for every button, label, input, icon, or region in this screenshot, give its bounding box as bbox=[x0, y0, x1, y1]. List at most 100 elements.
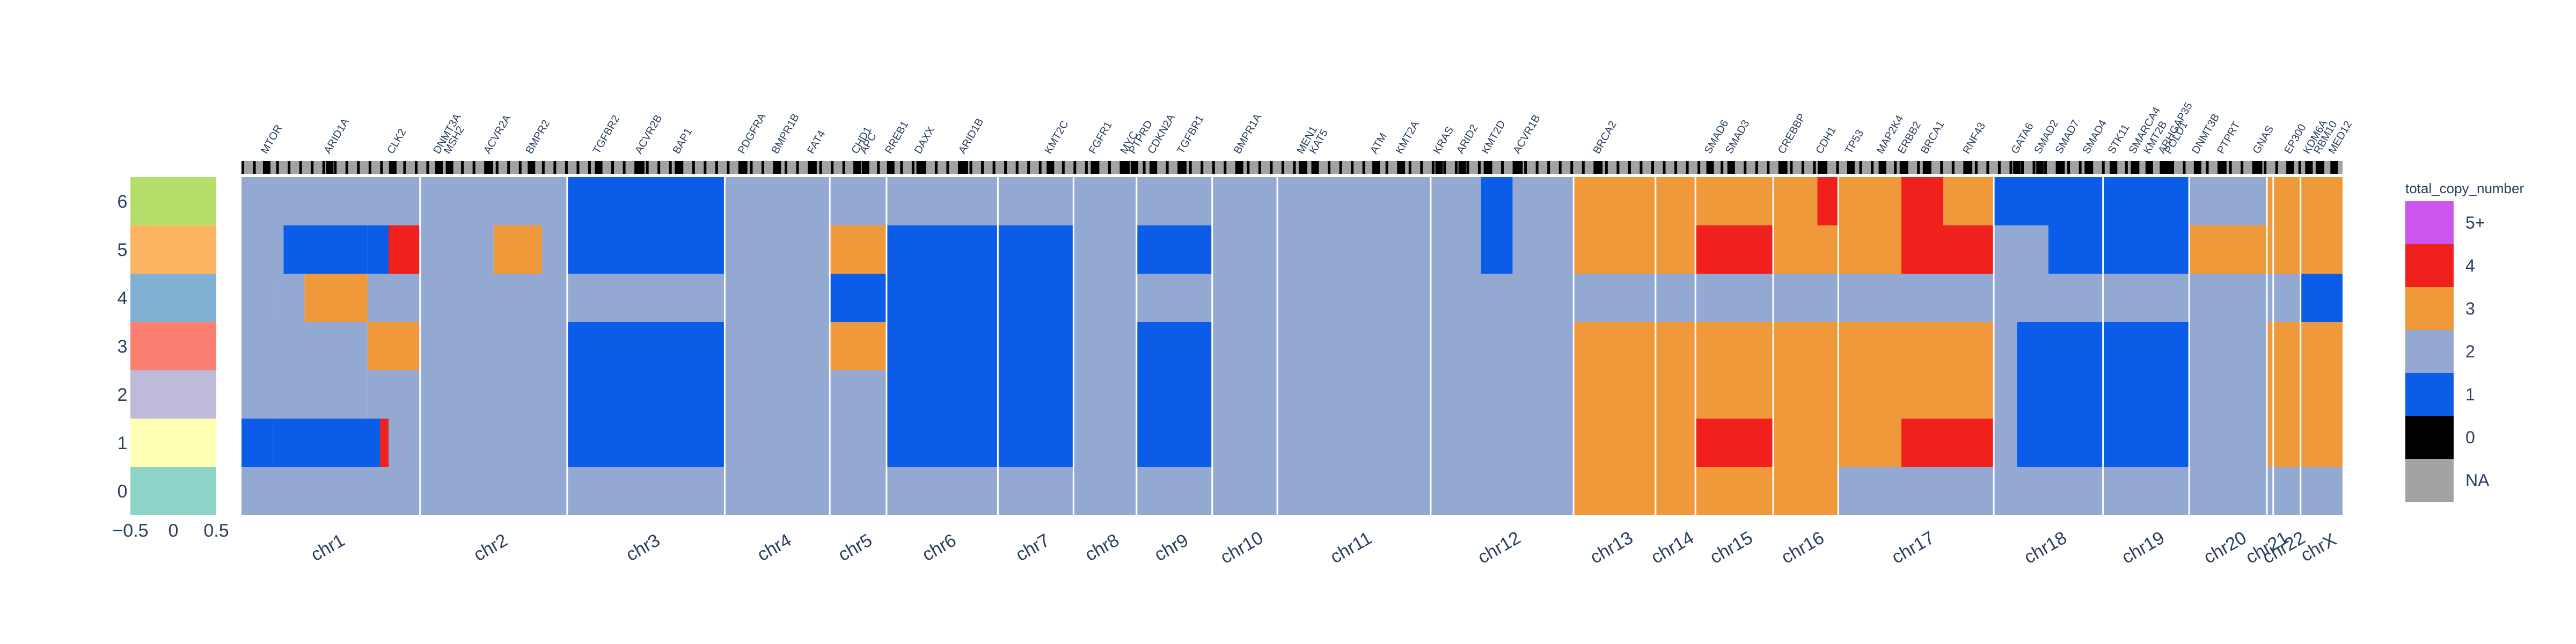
heatmap-cell-row1-5 bbox=[567, 419, 725, 467]
heatmap-cell-row4-12 bbox=[1212, 274, 1278, 322]
heatmap-cell-row6-3 bbox=[1430, 177, 1481, 225]
gene-strip-mark-cdh1 bbox=[1818, 161, 1826, 174]
heatmap-cell-row1-9 bbox=[998, 419, 1074, 467]
gene-strip-hatch bbox=[2148, 161, 2151, 174]
gene-strip-mark-pdgfra bbox=[740, 161, 748, 174]
heatmap-cell-row6-6 bbox=[1574, 177, 1773, 225]
gene-strip-hatch bbox=[1443, 161, 1446, 174]
gene-strip-hatch bbox=[1997, 161, 2001, 174]
heatmap-cell-row2-12 bbox=[1430, 370, 1574, 419]
chromosome-label-chr5: chr5 bbox=[835, 530, 875, 565]
gene-strip-hatch bbox=[2218, 161, 2221, 174]
heatmap-cell-row3-4 bbox=[724, 322, 830, 370]
cluster-swatch-2 bbox=[130, 370, 216, 419]
gene-strip-hatch bbox=[1767, 161, 1770, 174]
gene-strip-hatch bbox=[265, 161, 268, 174]
gene-strip-hatch bbox=[588, 161, 591, 174]
heatmap-cell-row3-10 bbox=[1212, 322, 1278, 370]
chromosome-dividers bbox=[419, 177, 2302, 515]
gene-strip-hatch bbox=[680, 161, 684, 174]
heatmap-cell-row1-20 bbox=[1994, 419, 2017, 467]
gene-strip-hatch bbox=[1986, 161, 1989, 174]
heatmap-cell-row3-19 bbox=[2017, 322, 2103, 370]
heatmap-cell-row5-18 bbox=[1512, 225, 1574, 274]
gene-strip-hatch bbox=[1131, 161, 1135, 174]
gene-strip-hatch bbox=[1212, 161, 1215, 174]
gene-strip-hatch bbox=[507, 161, 510, 174]
row-tick-label-5: 5 bbox=[118, 240, 128, 260]
gene-strip-hatch bbox=[1905, 161, 1908, 174]
heatmap-cell-row2-1 bbox=[367, 370, 420, 419]
gene-label-mtor: MTOR bbox=[259, 123, 284, 156]
heatmap-cell-row2-6 bbox=[886, 370, 998, 419]
heatmap-cell-row1-4 bbox=[420, 419, 567, 467]
gene-strip-mark-crebbp bbox=[1780, 161, 1788, 174]
gene-strip-hatch bbox=[1385, 161, 1388, 174]
gene-strip-mark-arid1a bbox=[326, 161, 334, 174]
heatmap-cell-row4-0 bbox=[241, 274, 273, 322]
gene-strip-hatch bbox=[1605, 161, 1608, 174]
gene-strip-mark-kmt2d bbox=[1483, 161, 1491, 174]
heatmap-cell-row4-16 bbox=[1695, 274, 1774, 322]
gene-strip-hatch bbox=[311, 161, 314, 174]
gene-label-gnas: GNAS bbox=[2251, 123, 2276, 156]
heatmap-cell-row5-9 bbox=[830, 225, 887, 274]
gene-strip-mark-daxx bbox=[916, 161, 924, 174]
gene-strip-hatch bbox=[1466, 161, 1469, 174]
heatmap-cell-row4-2 bbox=[304, 274, 368, 322]
gene-strip-hatch bbox=[576, 161, 580, 174]
gene-strip-hatch bbox=[1836, 161, 1839, 174]
gene-strip-hatch bbox=[1351, 161, 1354, 174]
gene-label-daxx: DAXX bbox=[912, 125, 937, 156]
gene-strip-hatch bbox=[2310, 161, 2313, 174]
gene-strip-mark-brca2 bbox=[1595, 161, 1603, 174]
gene-position-strip bbox=[241, 161, 2343, 174]
gene-label-fgfr1: FGFR1 bbox=[1087, 120, 1115, 156]
gene-strip-mark-bap1 bbox=[675, 161, 683, 174]
legend-swatch-4 bbox=[2405, 244, 2454, 287]
heatmap-cell-row3-17 bbox=[1901, 322, 1994, 370]
heatmap-cell-row5-22 bbox=[1838, 225, 1901, 274]
chromosome-label-chr14: chr14 bbox=[1648, 528, 1697, 568]
heatmap-cell-row0-5 bbox=[1994, 467, 2343, 515]
heatmap-cell-row1-0 bbox=[241, 419, 273, 467]
heatmap-cell-row1-17 bbox=[1773, 419, 1839, 467]
gene-strip-hatch bbox=[2055, 161, 2059, 174]
heatmap-cell-row5-12 bbox=[1073, 225, 1137, 274]
gene-strip-mark-men1 bbox=[1299, 161, 1307, 174]
heatmap-cell-row2-17 bbox=[1901, 370, 1994, 419]
gene-strip-hatch bbox=[1755, 161, 1758, 174]
gene-strip-hatch bbox=[322, 161, 325, 174]
row-tick-labels: 6 5 4 3 2 1 0 bbox=[118, 192, 128, 502]
gene-strip-hatch bbox=[1871, 161, 1874, 174]
heatmap-cell-row1-21 bbox=[2017, 419, 2103, 467]
gene-label-arid2: ARID2 bbox=[1454, 122, 1481, 156]
gene-strip-mark-erbb2 bbox=[1899, 161, 1907, 174]
cluster-swatch-0 bbox=[130, 467, 216, 515]
gene-strip-hatch bbox=[1582, 161, 1585, 174]
heatmap-cell-row3-11 bbox=[1277, 322, 1431, 370]
gene-label-bmpr2: BMPR2 bbox=[524, 118, 553, 156]
gene-strip-hatch bbox=[2113, 161, 2117, 174]
heatmap-cell-row2-0 bbox=[241, 370, 368, 419]
cluster-swatch-6 bbox=[130, 177, 216, 225]
heatmap-cell-row6-0 bbox=[241, 177, 567, 225]
gene-strip-hatch bbox=[1096, 161, 1100, 174]
heatmap-cell-row5-14 bbox=[1212, 225, 1278, 274]
gene-strip-hatch bbox=[958, 161, 961, 174]
heatmap-cell-row1-15 bbox=[1574, 419, 1696, 467]
heatmap-cell-row5-10 bbox=[886, 225, 998, 274]
gene-strip-hatch bbox=[1709, 161, 1712, 174]
legend-label-2: 2 bbox=[2465, 342, 2475, 361]
gene-label-acvr2a: ACVR2A bbox=[481, 113, 513, 156]
heatmap-cell-row4-10 bbox=[1073, 274, 1137, 322]
heatmap-cell-row2-2 bbox=[420, 370, 567, 419]
heatmap-cell-row6-9 bbox=[1838, 177, 1901, 225]
gene-strip-hatch bbox=[1247, 161, 1250, 174]
legend-swatch-5plus bbox=[2405, 201, 2454, 244]
cluster-annotation-bar bbox=[130, 177, 216, 515]
gene-strip-hatch bbox=[1558, 161, 1562, 174]
heatmap-cell-row2-22 bbox=[2267, 370, 2343, 419]
gene-strip-mark-rnf43 bbox=[1965, 161, 1973, 174]
gene-strip-mark-myc bbox=[1122, 161, 1130, 174]
